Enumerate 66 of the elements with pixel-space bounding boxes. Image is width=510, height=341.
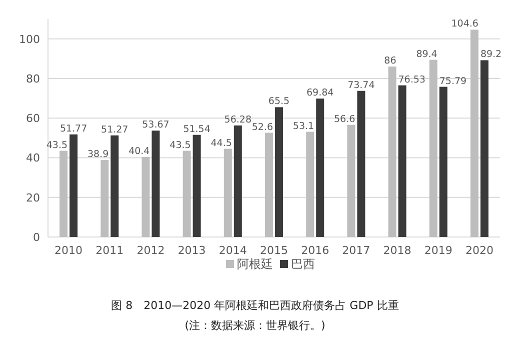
bar [70,134,78,237]
data-label: 44.5 [210,138,232,149]
bar [306,132,314,237]
x-tick-label: 2019 [424,244,452,257]
bar [265,132,273,237]
y-tick-label: 80 [26,72,40,86]
y-tick-label: 40 [26,152,40,165]
legend-label: 巴西 [291,257,315,271]
bar [398,85,406,237]
data-label: 65.5 [268,96,290,108]
y-tick-label: 0 [33,231,40,244]
bar [192,134,201,237]
x-tick-label: 2013 [178,244,206,257]
bar [439,86,448,237]
bar [182,150,191,237]
x-tick-label: 2018 [383,244,412,257]
bar [275,107,283,237]
bar [224,148,232,237]
y-tick-label: 100 [19,32,40,46]
x-tick-label: 2014 [218,244,247,257]
data-label: 104.6 [451,18,478,30]
bar [357,90,366,237]
caption: 图 8 2010—2020 年阿根廷和巴西政府债务占 GDP 比重 [111,299,399,312]
data-label: 38.9 [87,148,109,160]
plot: 0 20 40 60 80 100 2010 2011 2012 2013 2014 2015 2016 2017 2018 2019 2020 43.5 38.9 40.4 43.5 44.5 52.6 53.1 56.6 86 89.4 104.6 51.77 51.27 53.67 51.54 56.28 65.5 69.84 73.74 76.53 75.79 89.2 [19,18,502,257]
bar [388,66,396,237]
data-label: 56.6 [334,114,356,125]
bar [234,125,242,237]
bar [347,124,356,237]
y-tick-label: 20 [26,191,40,204]
bar [100,160,109,237]
x-tick-label: 2011 [96,244,124,257]
y-tick-label: 60 [26,112,40,126]
bar [152,130,160,237]
x-tick-label: 2016 [301,244,330,257]
data-label: 86 [384,56,396,67]
data-label: 43.5 [170,140,191,151]
x-tick-label: 2017 [342,244,370,257]
bar [470,30,478,237]
bar [60,150,68,237]
data-label: 43.5 [46,140,68,151]
legend-label: 阿根廷 [237,257,273,271]
data-label: 76.53 [398,74,426,86]
bar [316,98,324,237]
x-tick-label: 2010 [54,244,83,257]
data-label: 52.6 [252,122,273,133]
data-label: 53.67 [142,120,170,131]
data-label: 75.79 [439,76,467,87]
bar [429,60,438,237]
bar [110,135,119,237]
data-label: 89.2 [480,49,502,60]
x-tick-label: 2015 [260,244,288,257]
x-tick-label: 2012 [136,244,165,257]
data-label: 40.4 [128,146,150,157]
data-label: 56.28 [224,114,252,126]
data-label: 69.84 [306,88,334,99]
data-label: 51.54 [183,124,210,135]
data-label: 53.1 [292,120,314,132]
x-tick-label: 2020 [465,244,494,257]
text: (注：数据来源：世界银行。) [184,319,326,332]
bar [142,156,150,237]
data-label: 89.4 [416,48,438,60]
data-label: 51.77 [60,123,88,134]
data-label: 73.74 [348,80,375,91]
bar [480,60,488,237]
data-label: 51.27 [101,124,128,136]
